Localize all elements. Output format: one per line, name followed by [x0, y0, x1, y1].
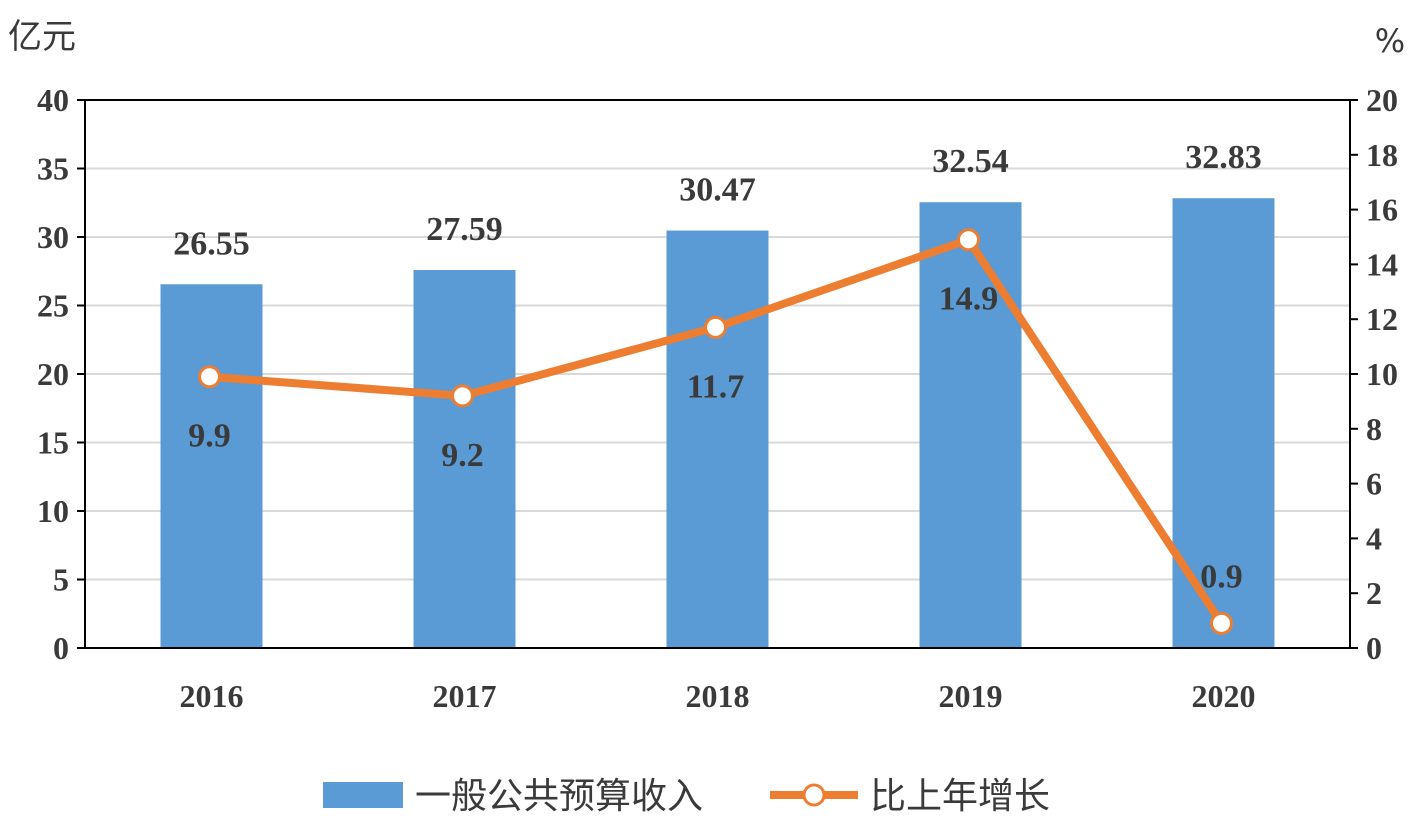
x-tick-label: 2019	[939, 678, 1003, 714]
right-tick-label: 10	[1366, 356, 1398, 392]
bar-series	[160, 198, 1275, 648]
right-tick-label: 2	[1366, 575, 1382, 611]
line-value-label: 11.7	[687, 368, 745, 405]
line-marker	[704, 315, 727, 339]
right-tick-label: 6	[1366, 466, 1382, 502]
bar	[160, 284, 263, 648]
line-marker	[198, 365, 221, 389]
legend-swatch-marker	[802, 783, 826, 807]
left-axis-unit: 亿元	[8, 17, 76, 57]
left-tick-label: 30	[37, 219, 69, 255]
legend-label-bar: 一般公共预算收入	[415, 776, 703, 817]
line-marker	[451, 384, 474, 408]
line-value-label: 9.2	[441, 437, 484, 474]
bar-value-label: 27.59	[426, 211, 503, 248]
line-marker	[957, 228, 980, 252]
right-tick-label: 0	[1366, 630, 1382, 666]
line-series	[198, 228, 1233, 635]
bar-value-label: 32.54	[932, 143, 1009, 180]
bar-value-label: 26.55	[173, 225, 250, 262]
line-value-label: 9.9	[188, 418, 231, 455]
bar-value-label: 30.47	[679, 172, 756, 209]
left-tick-label: 5	[53, 562, 69, 598]
bar	[919, 202, 1022, 648]
right-tick-label: 16	[1366, 192, 1398, 228]
x-tick-label: 2017	[433, 678, 497, 714]
line-marker	[1210, 611, 1233, 635]
bar	[413, 270, 516, 648]
right-tick-label: 18	[1366, 137, 1398, 173]
left-tick-label: 15	[37, 425, 69, 461]
line-value-label: 0.9	[1200, 558, 1243, 595]
data-labels: 26.55 27.59 30.47 32.54 32.83 9.9 9.2 11.7 14.9 0…	[173, 139, 1262, 595]
right-axis-unit: %	[1375, 22, 1405, 60]
left-tick-label: 25	[37, 288, 69, 324]
left-tick-label: 0	[53, 630, 69, 666]
x-tick-label: 2020	[1192, 678, 1256, 714]
legend: 一般公共预算收入 比上年增长	[323, 776, 1050, 817]
left-tick-label: 10	[37, 493, 69, 529]
left-tick-label: 20	[37, 356, 69, 392]
right-tick-label: 12	[1366, 301, 1398, 337]
right-tick-label: 20	[1366, 82, 1398, 118]
bar	[666, 230, 769, 648]
line-value-label: 14.9	[939, 281, 999, 318]
left-tick-label: 35	[37, 151, 69, 187]
x-tick-label: 2018	[686, 678, 750, 714]
axis-ticks: 0 5 10 15 20 25 30 35 40 0 2 4 6 8 10 12 14 16 18 20 2016 201…	[37, 82, 1398, 714]
legend-label-line: 比上年增长	[870, 776, 1050, 817]
right-tick-label: 14	[1366, 246, 1398, 282]
right-tick-label: 8	[1366, 411, 1382, 447]
x-tick-label: 2016	[180, 678, 244, 714]
left-tick-label: 40	[37, 82, 69, 118]
bar-value-label: 32.83	[1185, 139, 1262, 176]
legend-swatch-bar	[323, 782, 403, 808]
right-tick-label: 4	[1366, 520, 1382, 556]
